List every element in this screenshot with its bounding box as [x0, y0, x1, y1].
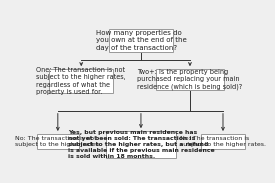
Text: No: The transaction is
subject to the higher rates.: No: The transaction is subject to the hi… — [180, 136, 266, 147]
Text: Two+: Is the property being
purchased replacing your main
residence (which is be: Two+: Is the property being purchased re… — [137, 69, 243, 90]
FancyBboxPatch shape — [49, 69, 113, 93]
FancyBboxPatch shape — [156, 69, 224, 90]
Text: No: The transaction is not
subject to the higher rates.: No: The transaction is not subject to th… — [15, 136, 101, 147]
FancyBboxPatch shape — [106, 131, 176, 158]
FancyBboxPatch shape — [201, 134, 245, 150]
Text: How many properties do
you own at the end of the
day of the transaction?: How many properties do you own at the en… — [96, 30, 186, 51]
Text: One: The transaction is not
subject to the higher rates,
regardless of what the
: One: The transaction is not subject to t… — [37, 67, 126, 95]
Text: Yes, but previous main residence has
not yet been sold: The transaction is
subje: Yes, but previous main residence has not… — [68, 130, 214, 159]
FancyBboxPatch shape — [37, 134, 79, 150]
FancyBboxPatch shape — [109, 29, 173, 52]
